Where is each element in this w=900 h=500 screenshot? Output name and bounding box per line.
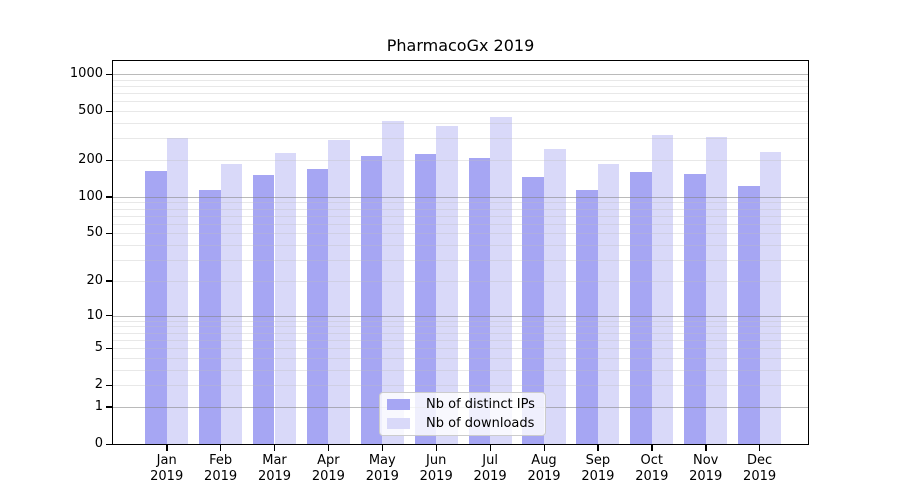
legend-item-distinct-ips: Nb of distinct IPs [387, 397, 545, 412]
y-tick-2 [106, 384, 112, 387]
minor-gridline-200 [113, 160, 808, 162]
bar-sep-distinct-ips [576, 189, 598, 444]
minor-gridline-500 [113, 111, 808, 113]
x-tick-label-mar: Mar 2019 [257, 453, 292, 484]
y-tick-label-100: 100 [78, 189, 103, 205]
x-tick-label-apr: Apr 2019 [311, 453, 345, 484]
x-tick-feb [220, 445, 222, 451]
y-tick-label-200: 200 [78, 152, 103, 168]
bar-oct-distinct-ips [630, 172, 652, 444]
x-tick-jan [166, 445, 168, 451]
x-tick-label-dec: Dec 2019 [743, 453, 777, 484]
bar-feb-distinct-ips [199, 189, 221, 444]
y-tick-label-10: 10 [86, 307, 103, 323]
y-tick-label-500: 500 [78, 103, 103, 119]
bar-jun-distinct-ips [414, 154, 437, 444]
x-tick-jun [435, 445, 438, 451]
bar-aug-distinct-ips [522, 176, 544, 444]
major-gridline-1000 [113, 74, 808, 76]
bar-jan-distinct-ips [145, 170, 167, 444]
x-tick-label-jan: Jan 2019 [150, 453, 184, 484]
x-tick-label-may: May 2019 [365, 453, 399, 484]
bar-jul-downloads [490, 116, 512, 444]
minor-gridline-800 [113, 85, 808, 87]
bar-nov-downloads [705, 136, 728, 444]
x-tick-nov [705, 445, 707, 451]
y-tick-1000 [106, 73, 112, 75]
minor-gridline-700 [113, 93, 808, 95]
x-tick-label-sep: Sep 2019 [581, 453, 615, 484]
bar-aug-downloads [544, 148, 566, 444]
bar-nov-distinct-ips [684, 173, 706, 444]
y-tick-0 [106, 443, 112, 445]
bar-feb-downloads [220, 164, 243, 444]
bar-jul-distinct-ips [468, 157, 491, 444]
y-tick-5 [106, 347, 112, 349]
x-tick-sep [597, 445, 599, 451]
bar-dec-distinct-ips [738, 185, 760, 444]
x-tick-label-jun: Jun 2019 [419, 453, 453, 484]
bar-apr-downloads [328, 139, 350, 444]
bar-dec-downloads [759, 151, 782, 444]
bar-sep-downloads [597, 164, 620, 444]
legend-item-downloads: Nb of downloads [387, 416, 545, 431]
x-tick-label-oct: Oct 2019 [635, 453, 669, 484]
legend-swatch-distinct-ips [387, 399, 410, 410]
y-tick-label-5: 5 [94, 340, 103, 356]
legend-label-distinct-ips: Nb of distinct IPs [426, 397, 535, 412]
legend: Nb of distinct IPs Nb of downloads [379, 392, 546, 436]
bar-jan-downloads [166, 137, 189, 444]
bar-mar-downloads [274, 152, 297, 444]
y-tick-label-1000: 1000 [69, 66, 103, 82]
y-tick-100 [106, 196, 112, 198]
y-tick-500 [106, 110, 112, 112]
y-tick-label-2: 2 [94, 377, 103, 393]
y-tick-10 [106, 315, 112, 317]
bar-jun-downloads [436, 126, 458, 444]
x-tick-dec [759, 445, 761, 451]
y-tick-label-0: 0 [94, 436, 103, 452]
bar-oct-downloads [651, 134, 674, 444]
y-tick-200 [106, 159, 112, 161]
x-tick-label-feb: Feb 2019 [204, 453, 238, 484]
bar-may-downloads [382, 120, 404, 444]
x-tick-aug [543, 445, 545, 451]
bar-may-distinct-ips [360, 155, 383, 444]
minor-gridline-300 [113, 138, 808, 140]
minor-gridline-400 [113, 123, 808, 125]
x-tick-oct [651, 445, 653, 451]
plot-area [112, 60, 809, 445]
legend-label-downloads: Nb of downloads [426, 416, 535, 431]
y-tick-1 [106, 406, 112, 408]
x-tick-may [381, 445, 384, 451]
bar-mar-distinct-ips [252, 175, 275, 444]
x-tick-label-jul: Jul 2019 [473, 453, 507, 484]
bar-apr-distinct-ips [306, 168, 329, 444]
x-tick-label-nov: Nov 2019 [689, 453, 723, 484]
x-tick-apr [327, 445, 330, 451]
minor-gridline-600 [113, 101, 808, 103]
y-tick-label-1: 1 [94, 399, 103, 415]
y-tick-label-50: 50 [86, 225, 103, 241]
x-tick-mar [274, 445, 276, 451]
y-tick-label-20: 20 [86, 273, 103, 289]
minor-gridline-900 [113, 79, 808, 81]
x-tick-jul [489, 445, 491, 451]
x-tick-label-aug: Aug 2019 [527, 453, 561, 484]
y-tick-20 [106, 280, 112, 282]
chart-title: PharmacoGx 2019 [386, 36, 535, 55]
y-tick-50 [106, 232, 112, 235]
legend-swatch-downloads [387, 418, 410, 429]
